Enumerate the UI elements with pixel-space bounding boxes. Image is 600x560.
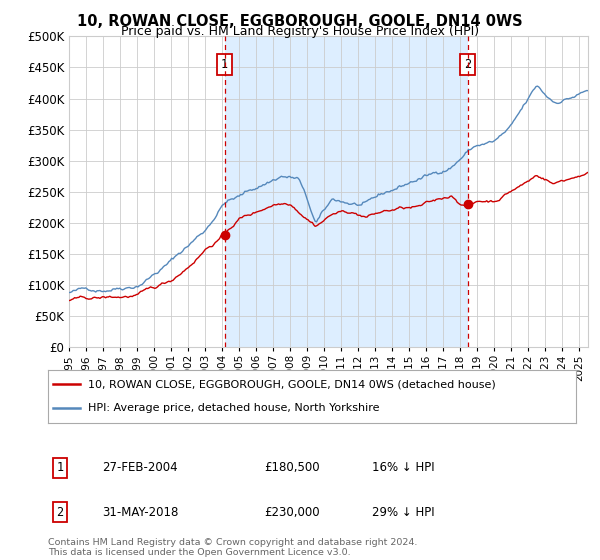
Text: 29% ↓ HPI: 29% ↓ HPI (372, 506, 434, 519)
Bar (225, 36, 467, 347)
Text: 2: 2 (56, 506, 64, 519)
Text: £230,000: £230,000 (264, 506, 320, 519)
Text: £180,500: £180,500 (264, 461, 320, 474)
Text: 27-FEB-2004: 27-FEB-2004 (102, 461, 178, 474)
Text: 10, ROWAN CLOSE, EGGBOROUGH, GOOLE, DN14 0WS (detached house): 10, ROWAN CLOSE, EGGBOROUGH, GOOLE, DN14… (88, 380, 496, 390)
Text: 1: 1 (56, 461, 64, 474)
Text: 2: 2 (464, 58, 471, 71)
Text: Contains HM Land Registry data © Crown copyright and database right 2024.
This d: Contains HM Land Registry data © Crown c… (48, 538, 418, 557)
Text: 16% ↓ HPI: 16% ↓ HPI (372, 461, 434, 474)
Text: HPI: Average price, detached house, North Yorkshire: HPI: Average price, detached house, Nort… (88, 403, 379, 413)
Text: Price paid vs. HM Land Registry's House Price Index (HPI): Price paid vs. HM Land Registry's House … (121, 25, 479, 38)
Text: 1: 1 (221, 58, 228, 71)
Text: 31-MAY-2018: 31-MAY-2018 (102, 506, 178, 519)
Text: 10, ROWAN CLOSE, EGGBOROUGH, GOOLE, DN14 0WS: 10, ROWAN CLOSE, EGGBOROUGH, GOOLE, DN14… (77, 14, 523, 29)
